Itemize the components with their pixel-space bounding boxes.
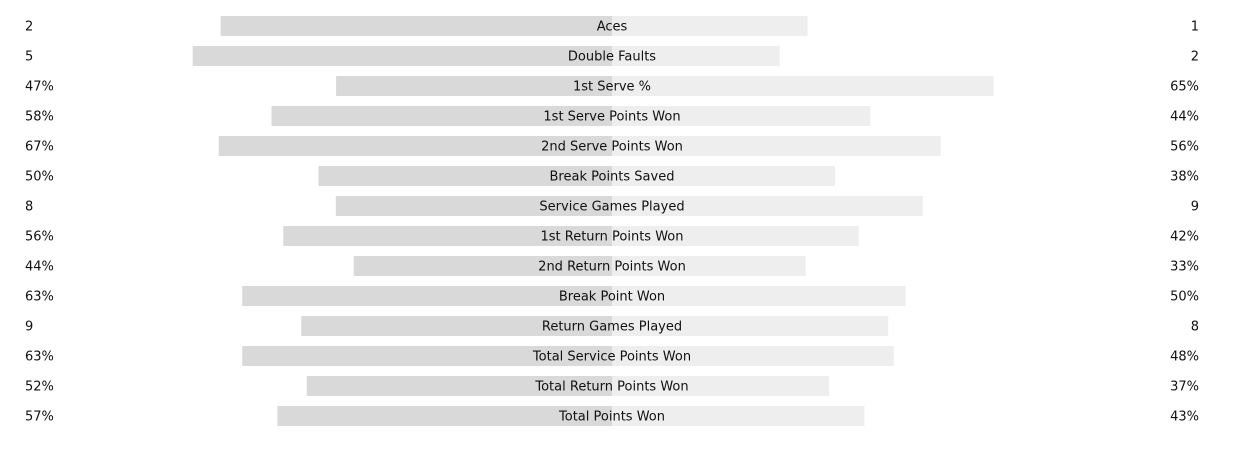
right-value: 48% bbox=[1170, 350, 1199, 365]
right-bar bbox=[612, 346, 894, 366]
right-bar bbox=[612, 316, 889, 336]
right-value: 42% bbox=[1170, 230, 1199, 245]
left-value: 52% bbox=[25, 380, 54, 395]
right-value: 8 bbox=[1191, 320, 1199, 335]
right-bar bbox=[612, 46, 780, 66]
right-value: 43% bbox=[1170, 410, 1199, 425]
left-bar bbox=[301, 316, 612, 336]
left-bar bbox=[277, 406, 612, 426]
stat-name: 2nd Return Points Won bbox=[538, 260, 686, 275]
right-bar bbox=[612, 376, 830, 396]
left-bar bbox=[318, 166, 612, 186]
right-value: 33% bbox=[1170, 260, 1199, 275]
right-bar bbox=[612, 166, 836, 186]
left-value: 47% bbox=[25, 80, 54, 95]
right-value: 56% bbox=[1170, 140, 1199, 155]
left-bar bbox=[192, 46, 612, 66]
right-bar bbox=[612, 256, 806, 276]
left-value: 67% bbox=[25, 140, 54, 155]
stat-name: Total Points Won bbox=[558, 410, 665, 425]
left-bar bbox=[335, 196, 612, 216]
stat-name: Break Points Saved bbox=[550, 170, 675, 185]
right-value: 9 bbox=[1191, 200, 1199, 215]
stat-name: Aces bbox=[597, 20, 628, 35]
right-value: 2 bbox=[1191, 50, 1199, 65]
left-value: 44% bbox=[25, 260, 54, 275]
left-bar bbox=[353, 256, 612, 276]
left-value: 63% bbox=[25, 350, 54, 365]
left-value: 63% bbox=[25, 290, 54, 305]
right-bar bbox=[612, 226, 859, 246]
right-bar bbox=[612, 106, 871, 126]
left-bar bbox=[283, 226, 612, 246]
right-bar bbox=[612, 76, 994, 96]
left-value: 56% bbox=[25, 230, 54, 245]
left-bar bbox=[218, 136, 612, 156]
left-bar bbox=[306, 376, 612, 396]
right-value: 37% bbox=[1170, 380, 1199, 395]
stat-name: Total Return Points Won bbox=[534, 380, 688, 395]
stat-name: 1st Return Points Won bbox=[540, 230, 683, 245]
stat-name: Double Faults bbox=[568, 50, 656, 65]
stat-name: Break Point Won bbox=[559, 290, 665, 305]
left-bar bbox=[336, 76, 612, 96]
right-value: 50% bbox=[1170, 290, 1199, 305]
left-bar bbox=[242, 286, 612, 306]
right-value: 1 bbox=[1191, 20, 1199, 35]
left-value: 9 bbox=[25, 320, 33, 335]
left-bar bbox=[271, 106, 612, 126]
right-value: 65% bbox=[1170, 80, 1199, 95]
right-value: 44% bbox=[1170, 110, 1199, 125]
stat-name: 2nd Serve Points Won bbox=[541, 140, 683, 155]
right-bar bbox=[612, 406, 865, 426]
left-value: 8 bbox=[25, 200, 33, 215]
left-value: 57% bbox=[25, 410, 54, 425]
right-bar bbox=[612, 196, 923, 216]
left-value: 5 bbox=[25, 50, 33, 65]
stat-name: Total Service Points Won bbox=[532, 350, 691, 365]
stat-name: 1st Serve Points Won bbox=[543, 110, 680, 125]
right-bar bbox=[612, 136, 941, 156]
stat-name: 1st Serve % bbox=[573, 80, 651, 95]
left-value: 2 bbox=[25, 20, 33, 35]
stat-name: Service Games Played bbox=[539, 200, 684, 215]
right-bar bbox=[612, 286, 906, 306]
right-bar bbox=[612, 16, 808, 36]
left-bar bbox=[220, 16, 612, 36]
left-value: 50% bbox=[25, 170, 54, 185]
stat-name: Return Games Played bbox=[542, 320, 682, 335]
left-bar bbox=[242, 346, 612, 366]
right-value: 38% bbox=[1170, 170, 1199, 185]
left-value: 58% bbox=[25, 110, 54, 125]
